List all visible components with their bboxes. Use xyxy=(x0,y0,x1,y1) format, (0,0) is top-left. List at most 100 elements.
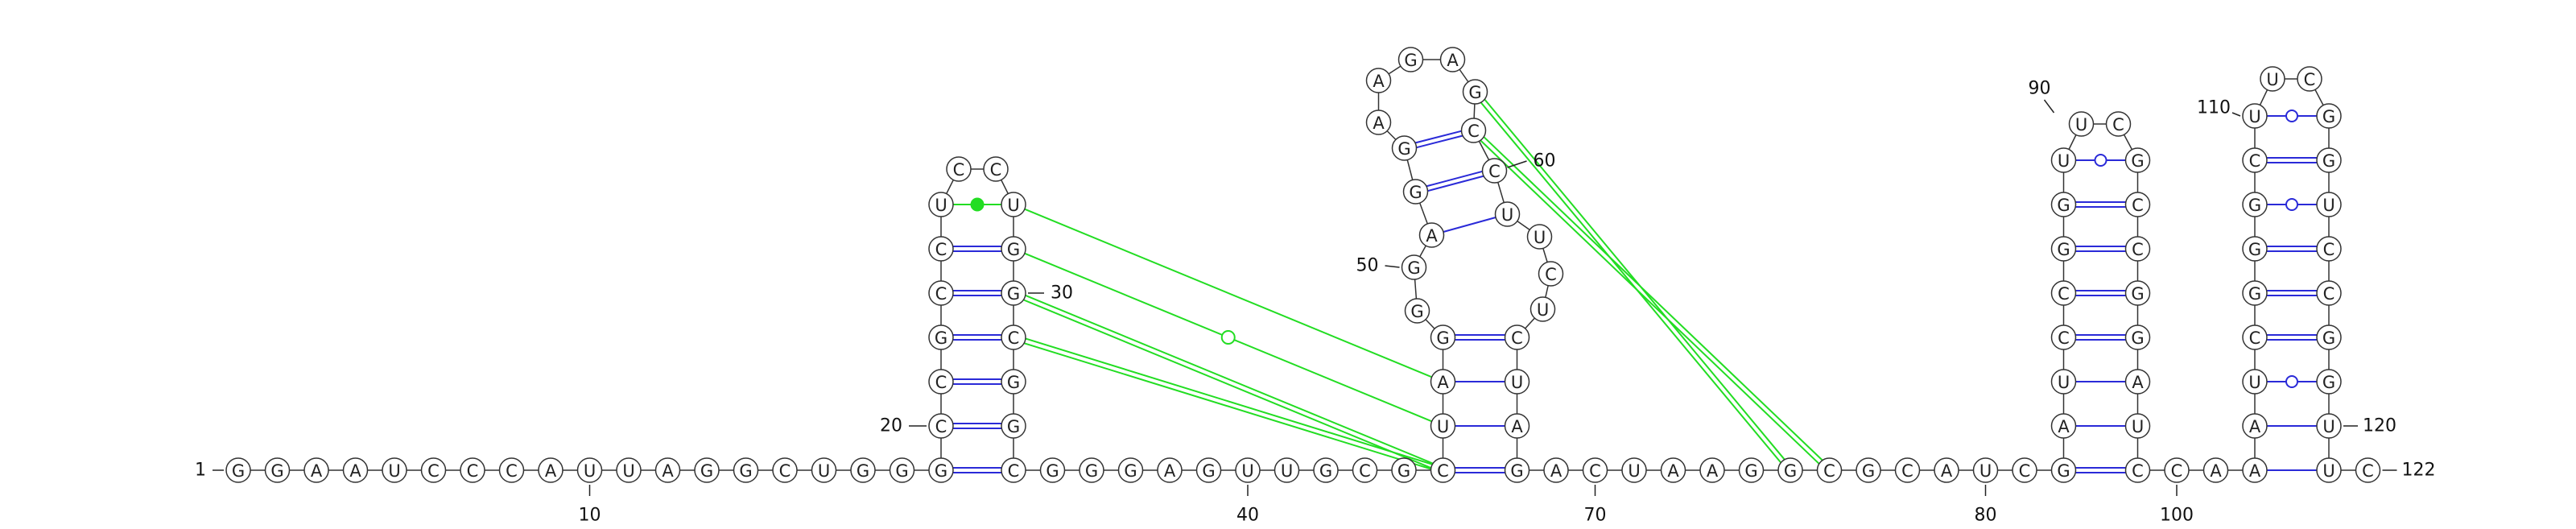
pseudoknot-bond xyxy=(1483,136,1823,461)
nucleotide-letter: G xyxy=(1007,240,1020,259)
nucleotide-letter: G xyxy=(1468,83,1481,102)
nucleotide: C xyxy=(1538,261,1564,287)
nucleotide-circle xyxy=(1365,68,1392,93)
nucleotide: U xyxy=(2124,413,2151,439)
nucleotide-circle xyxy=(2316,236,2342,262)
nucleotide-circle xyxy=(850,457,876,483)
nucleotide-letter: G xyxy=(1410,302,1423,321)
nucleotide-letter: C xyxy=(1468,122,1480,141)
nucleotide: G xyxy=(928,457,954,483)
nucleotide-circle xyxy=(460,457,485,483)
nucleotide-circle xyxy=(382,457,407,483)
base-pair-bond xyxy=(1427,175,1484,192)
nucleotide: U xyxy=(928,192,954,217)
nucleotide-circle xyxy=(303,457,329,483)
nucleotide-letter: C xyxy=(953,160,965,180)
nucleotide-letter: G xyxy=(1744,461,1757,481)
nucleotide-circle xyxy=(928,457,954,483)
nucleotide-circle xyxy=(1816,457,1843,483)
nucleotide-letter: U xyxy=(2058,373,2070,392)
nucleotide: C xyxy=(1001,457,1026,483)
nucleotide-letter: C xyxy=(2058,329,2070,348)
nucleotide-circle xyxy=(1543,457,1569,483)
nucleotide-circle xyxy=(983,156,1009,182)
nucleotide: C xyxy=(498,457,525,483)
nucleotide-letter: C xyxy=(2019,461,2031,481)
nucleotide-letter: G xyxy=(1407,258,1420,278)
pseudoknot-bond xyxy=(1025,337,1433,465)
nucleotide-circle xyxy=(772,457,798,483)
nucleotide: G xyxy=(1391,457,1417,483)
pseudoknot-marker xyxy=(970,197,985,212)
base-pair-bond xyxy=(1426,170,1483,188)
nucleotide-letter: C xyxy=(1359,461,1371,481)
nucleotide-letter: G xyxy=(2322,373,2335,392)
nucleotide-circle xyxy=(1195,457,1222,483)
nucleotide-letter: A xyxy=(1373,72,1385,91)
nucleotide-circle xyxy=(1530,296,1556,322)
nucleotide-circle xyxy=(1274,457,1300,483)
nucleotide: G xyxy=(1079,457,1104,483)
nucleotide-circle xyxy=(928,236,954,262)
nucleotide: G xyxy=(1462,79,1488,105)
pseudoknot-bond xyxy=(1023,299,1431,469)
nucleotide: U xyxy=(2050,147,2077,173)
nucleotide-circle xyxy=(1039,457,1066,483)
nucleotide: A xyxy=(1430,369,1456,395)
nucleotide: C xyxy=(2242,324,2268,350)
position-label: 60 xyxy=(1507,151,1556,172)
position-number: 30 xyxy=(1051,283,1073,304)
nucleotide-circle xyxy=(1001,324,1026,350)
nucleotide: U xyxy=(1494,201,1521,227)
nucleotide-circle xyxy=(1481,158,1508,184)
nucleotide: C xyxy=(2124,457,2151,483)
nucleotide: G xyxy=(2050,236,2077,262)
nucleotide: G xyxy=(928,324,954,350)
position-label: 20 xyxy=(880,416,927,436)
nucleotide: G xyxy=(1856,457,1881,483)
position-tick xyxy=(2231,112,2241,117)
nucleotide: G xyxy=(1404,298,1430,324)
pseudoknot-bond xyxy=(1480,139,1820,465)
nucleotide: A xyxy=(342,457,369,483)
nucleotide-circle xyxy=(2050,457,2077,483)
nucleotide: G xyxy=(1397,47,1424,72)
nucleotide-circle xyxy=(1235,457,1261,483)
nucleotide-circle xyxy=(1001,192,1026,217)
nucleotide: G xyxy=(1195,457,1222,483)
nucleotide-letter: U xyxy=(1628,461,1640,481)
nucleotide-circle xyxy=(1430,324,1456,350)
nucleotide-circle xyxy=(928,280,954,306)
nucleotide-circle xyxy=(1079,457,1104,483)
nucleotide: C xyxy=(1001,324,1026,350)
nucleotide: C xyxy=(1481,158,1508,184)
position-number: 70 xyxy=(1584,506,1607,526)
nucleotide-letter: G xyxy=(1046,461,1059,481)
nucleotide-letter: A xyxy=(2210,461,2222,481)
nucleotide-circle xyxy=(1494,201,1521,227)
nucleotide-circle xyxy=(2316,192,2342,217)
nucleotide-letter: A xyxy=(2249,417,2261,436)
nucleotide: G xyxy=(1738,457,1765,483)
nucleotide-circle xyxy=(2242,280,2268,306)
nucleotide-circle xyxy=(2050,147,2077,173)
nucleotide: C xyxy=(946,156,972,182)
nucleotide-circle xyxy=(1404,298,1430,324)
nucleotide-circle xyxy=(2124,369,2151,395)
position-number: 80 xyxy=(1975,506,1997,526)
nucleotide-letter: G xyxy=(1319,461,1332,481)
nucleotide: A xyxy=(2124,369,2151,395)
nucleotide-circle xyxy=(2068,111,2095,137)
nucleotide: G xyxy=(1039,457,1066,483)
position-number: 120 xyxy=(2363,416,2396,436)
nucleotide-letter: C xyxy=(779,461,791,481)
nucleotide: U xyxy=(1621,457,1647,483)
nucleotide-letter: C xyxy=(2249,151,2261,171)
nucleotide-letter: C xyxy=(2132,196,2144,215)
position-label: 70 xyxy=(1584,485,1607,526)
nucleotide: C xyxy=(2124,236,2151,262)
nucleotide: C xyxy=(1504,324,1530,350)
nucleotide: G xyxy=(850,457,876,483)
nucleotide-letter: U xyxy=(2322,196,2334,215)
